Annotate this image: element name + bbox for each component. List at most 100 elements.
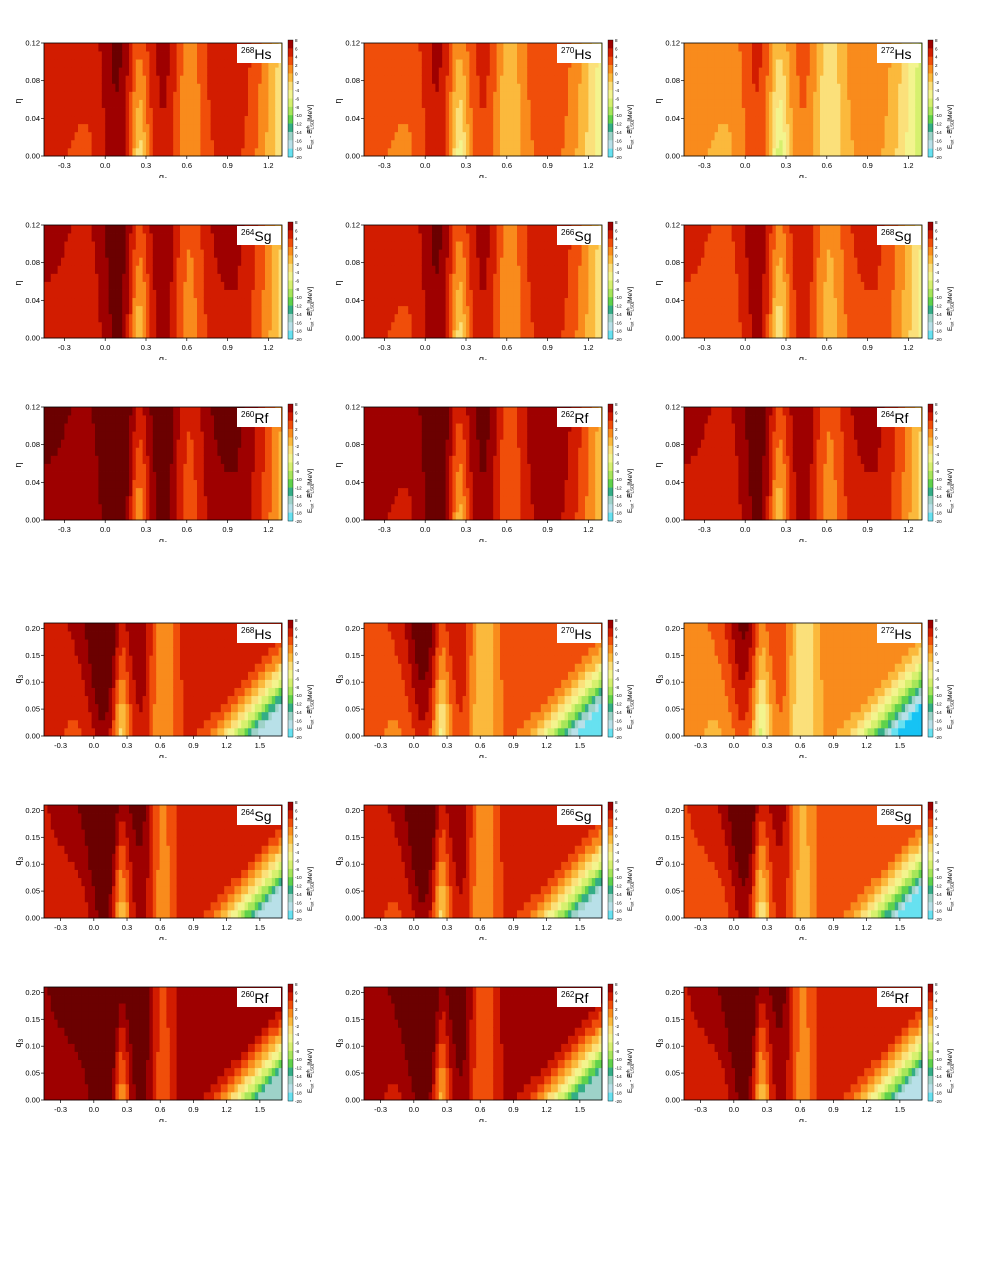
heatmap-cell [479,297,484,307]
heatmap-cell [231,265,235,274]
heatmap-cell [591,131,596,141]
heatmap-cell [806,123,811,133]
heatmap-cell [523,265,528,274]
heatmap-cell [258,297,262,307]
heatmap-cell [112,329,116,339]
heatmap-cell [591,75,596,84]
heatmap-cell [227,139,232,149]
heatmap-cell [224,273,228,282]
heatmap-cell [564,91,569,100]
heatmap-cell [428,43,433,52]
heatmap-cell [557,329,562,339]
heatmap-cell [84,313,89,323]
heatmap-cell [472,257,477,266]
heatmap-cell [50,67,55,76]
heatmap-cell [503,147,508,157]
heatmap-cell [176,329,181,339]
heatmap-cell [152,51,157,60]
heatmap-cell [139,139,143,149]
heatmap-cell [506,59,511,68]
heatmap-cell [564,107,569,117]
colorbar-tick: 2 [615,63,618,68]
heatmap-cell [857,147,862,157]
heatmap-cell [401,83,406,92]
heatmap-cell [486,313,491,323]
heatmap-cell [782,59,787,68]
heatmap-cell [415,51,419,60]
heatmap-cell [74,297,79,307]
heatmap-cell [520,123,525,133]
heatmap-cell [476,139,480,149]
heatmap-cell [816,123,821,133]
heatmap-cell [455,67,460,76]
heatmap-cell [265,265,269,274]
heatmap-cell [415,147,419,157]
heatmap-cell [581,131,586,141]
heatmap-cell [530,233,535,242]
heatmap-cell [871,67,875,76]
heatmap-cell [534,225,538,234]
heatmap-cell [527,289,531,299]
heatmap-cell [91,123,96,133]
heatmap-cell [387,99,392,108]
heatmap-cell [268,321,273,331]
heatmap-cell [850,115,855,125]
heatmap-cell [452,83,457,92]
heatmap-cell [428,241,433,250]
heatmap-cell [88,147,92,157]
heatmap-cell [684,43,688,52]
heatmap-cell [169,99,174,108]
heatmap-cell [724,59,729,68]
heatmap-cell [455,273,460,282]
heatmap-cell [479,67,484,76]
heatmap-cell [500,273,504,282]
colorbar-segment [608,90,613,99]
heatmap-cell [707,123,712,133]
heatmap-cell [523,83,528,92]
heatmap-cell [408,99,412,108]
heatmap-cell [227,115,232,125]
heatmap-cell [118,83,123,92]
heatmap-cell [462,321,467,331]
heatmap-cell [197,321,201,331]
heatmap-cell [826,83,831,92]
heatmap-cell [684,123,688,133]
heatmap-cell [381,67,385,76]
heatmap-cell [163,67,167,76]
heatmap-cell [799,99,804,108]
heatmap-cell [772,43,777,52]
heatmap-cell [142,241,147,250]
heatmap-cell [169,265,174,274]
heatmap-cell [428,75,433,84]
heatmap-cell [98,51,103,60]
heatmap-cell [271,241,276,250]
heatmap-cell [251,281,256,290]
heatmap-cell [220,131,225,141]
heatmap-cell [244,107,249,117]
heatmap-cell [466,249,470,258]
heatmap-cell [398,241,402,250]
heatmap-cell [122,123,126,133]
heatmap-cell [769,147,773,157]
heatmap-cell [163,321,167,331]
heatmap-cell [265,75,269,84]
heatmap-cell [169,289,174,299]
heatmap-cell [234,147,239,157]
heatmap-cell [877,123,882,133]
heatmap-cell [370,91,375,100]
heatmap-cell [459,139,463,149]
heatmap-cell [731,67,736,76]
heatmap-cell [108,43,113,52]
heatmap-cell [449,273,453,282]
heatmap-cell [513,313,518,323]
heatmap-cell [84,131,89,141]
heatmap-cell [540,305,545,315]
heatmap-cell [721,51,726,60]
heatmap-cell [95,139,99,149]
heatmap-cell [762,51,766,60]
heatmap-cell [176,297,181,307]
heatmap-cell [81,123,86,133]
heatmap-cell [711,139,715,149]
heatmap-cell [370,265,375,274]
heatmap-cell [203,107,208,117]
